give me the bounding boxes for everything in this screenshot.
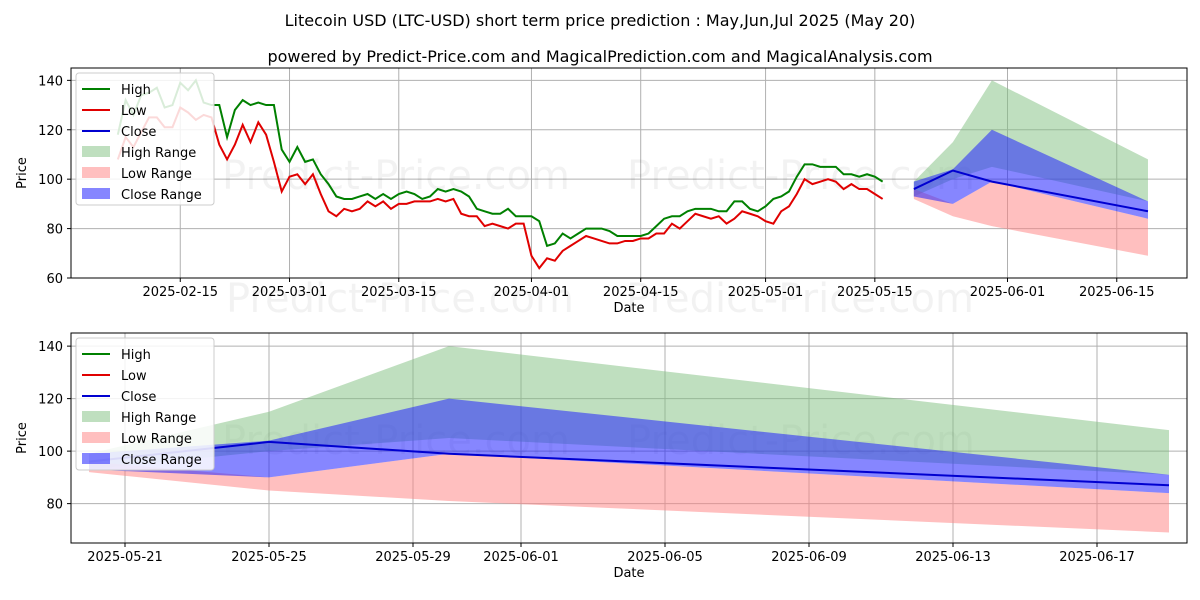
y-tick-label: 120	[38, 124, 63, 139]
x-tick-label: 2025-02-15	[142, 285, 218, 300]
legend-label-close: Close	[121, 390, 156, 405]
legend-label-high-range: High Range	[121, 411, 196, 426]
upper-chart-panel: 2025-02-15 2025-03-01 2025-03-15 2025-04-01…	[15, 67, 1188, 322]
plot-frame	[70, 332, 1188, 544]
legend-swatch-close-range	[82, 453, 110, 464]
legend-swatch-high-range	[82, 146, 110, 157]
low-range-band	[913, 181, 1148, 256]
y-axis-label: Price	[15, 157, 30, 189]
y-tick-label: 80	[46, 498, 63, 513]
chart-title: Litecoin USD (LTC-USD) short term price …	[285, 11, 916, 30]
close-forecast-line	[913, 169, 1149, 213]
x-tick-label: 2025-05-25	[231, 550, 307, 565]
watermark-text: Predict-Price.com	[226, 276, 574, 322]
x-tick-label: 2025-06-01	[483, 550, 559, 565]
legend-label-close-range: Close Range	[121, 188, 202, 203]
legend-label-high-range: High Range	[121, 146, 196, 161]
legend-label-low-range: Low Range	[121, 167, 192, 182]
y-tick-label: 80	[46, 223, 63, 238]
chart-subtitle: powered by Predict-Price.com and Magical…	[267, 47, 932, 66]
close-range-band	[913, 129, 1148, 219]
x-axis-label: Date	[613, 301, 644, 316]
legend-swatch-high-range	[82, 411, 110, 422]
plot-frame	[70, 67, 1188, 279]
low-range-band	[89, 453, 1169, 533]
x-tick-label: 2025-06-15	[1079, 285, 1155, 300]
x-tick-label: 2025-05-01	[728, 285, 804, 300]
high-series-line	[116, 78, 884, 248]
y-tick-label: 120	[38, 393, 63, 408]
x-tick-label: 2025-06-01	[970, 285, 1046, 300]
x-tick-label: 2025-05-21	[87, 550, 163, 565]
legend-label-low-range: Low Range	[121, 432, 192, 447]
legend-label-low: Low	[121, 369, 147, 384]
legend-label-close-range: Close Range	[121, 453, 202, 468]
legend-swatch-close-range	[82, 188, 110, 199]
x-tick-label: 2025-06-09	[771, 550, 847, 565]
x-tick-label: 2025-04-15	[603, 285, 679, 300]
legend-box	[75, 72, 215, 206]
lower-chart-panel: 2025-05-21 2025-05-25 2025-05-29 2025-06-01…	[15, 332, 1188, 581]
x-tick-label: 2025-03-01	[252, 285, 328, 300]
x-tick-label: 2025-03-15	[361, 285, 437, 300]
legend-label-high: High	[121, 348, 151, 363]
legend-swatch-low-range	[82, 432, 110, 443]
legend-swatch-low-range	[82, 167, 110, 178]
x-tick-label: 2025-05-29	[375, 550, 451, 565]
low-series-line	[116, 106, 884, 270]
watermark-text: Predict-Price.com	[222, 153, 570, 199]
legend-box	[75, 337, 215, 471]
close-range-band	[89, 398, 1169, 494]
y-tick-label: 140	[38, 74, 63, 89]
y-tick-label: 60	[46, 272, 63, 287]
legend-label-close: Close	[121, 125, 156, 140]
y-tick-label: 100	[38, 173, 63, 188]
x-tick-label: 2025-05-15	[837, 285, 913, 300]
y-tick-label: 140	[38, 340, 63, 355]
watermark-text: Predict-Price.com	[626, 276, 974, 322]
x-tick-label: 2025-04-01	[494, 285, 570, 300]
x-tick-label: 2025-06-13	[915, 550, 991, 565]
x-tick-label: 2025-06-05	[627, 550, 703, 565]
y-axis-label: Price	[15, 422, 30, 454]
chart-legend: High Low Close High Range Low Range Close Ran…	[75, 72, 215, 206]
x-tick-label: 2025-06-17	[1059, 550, 1135, 565]
legend-label-low: Low	[121, 104, 147, 119]
x-axis-label: Date	[613, 566, 644, 581]
legend-label-high: High	[121, 83, 151, 98]
chart-legend: High Low Close High Range Low Range Close Ran…	[75, 337, 215, 471]
y-tick-label: 100	[38, 445, 63, 460]
